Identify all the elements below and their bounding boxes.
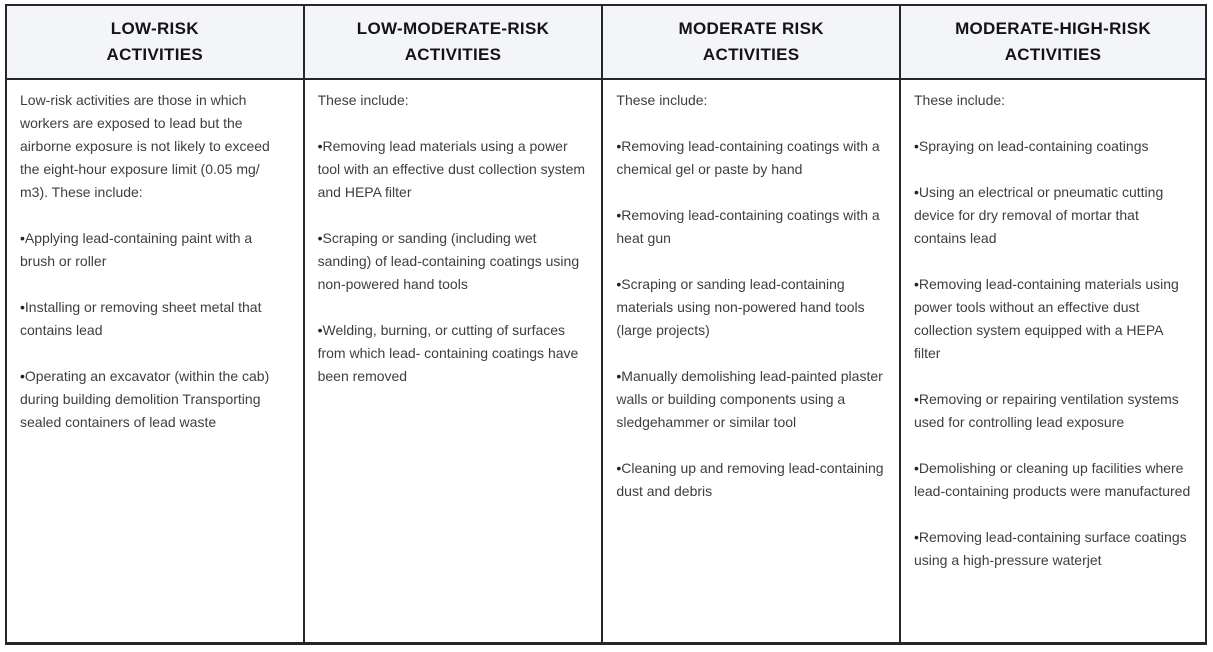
table-header-row: LOW-RISK ACTIVITIES LOW-MODERATE-RISK ACT… (5, 4, 1208, 80)
column-header-2: MODERATE RISK ACTIVITIES (601, 4, 901, 80)
bullet-item: Cleaning up and removing lead-containing… (616, 457, 885, 503)
bullet-item: Manually demolishing lead-painted plaste… (616, 365, 885, 434)
column-intro: Low-risk activities are those in which w… (20, 92, 270, 200)
lead-risk-activities-table: LOW-RISK ACTIVITIES LOW-MODERATE-RISK ACT… (5, 4, 1208, 645)
bullet-item: Removing lead-containing coatings with a… (616, 204, 885, 250)
column-header-3: MODERATE-HIGH-RISK ACTIVITIES (898, 4, 1208, 80)
bullet-item: Removing lead-containing surface coating… (914, 526, 1191, 572)
bullet-item: Removing lead-containing materials using… (914, 273, 1191, 365)
bullet-item: Removing or repairing ventilation system… (914, 388, 1191, 434)
bullet-item: Operating an excavator (within the cab) … (20, 365, 289, 434)
bullet-item: Demolishing or cleaning up facilities wh… (914, 457, 1191, 503)
bullet-item: Spraying on lead-containing coatings (914, 135, 1191, 158)
column-body-2: These include: Removing lead-containing c… (601, 78, 901, 645)
bullet-item: Removing lead-containing coatings with a… (616, 135, 885, 181)
bullet-item: Scraping or sanding (including wet sandi… (318, 227, 588, 296)
bullet-item: Installing or removing sheet metal that … (20, 296, 289, 342)
column-header-0: LOW-RISK ACTIVITIES (5, 4, 305, 80)
bullet-item: Welding, burning, or cutting of surfaces… (318, 319, 588, 388)
column-body-0: Low-risk activities are those in which w… (5, 78, 305, 645)
column-body-1: These include: Removing lead materials us… (302, 78, 604, 645)
column-header-1: LOW-MODERATE-RISK ACTIVITIES (302, 4, 604, 80)
column-intro: These include: (913, 92, 1006, 108)
bullet-item: Removing lead materials using a power to… (318, 135, 588, 204)
bullet-item: Applying lead-containing paint with a br… (20, 227, 289, 273)
bullet-item: Scraping or sanding lead-containing mate… (616, 273, 885, 342)
table-body-row: Low-risk activities are those in which w… (5, 78, 1208, 645)
column-intro: These include: (317, 92, 409, 108)
bullet-item: Using an electrical or pneumatic cutting… (914, 181, 1191, 250)
column-body-3: These include: Spraying on lead-containin… (898, 78, 1208, 645)
column-intro: These include: (616, 92, 708, 108)
